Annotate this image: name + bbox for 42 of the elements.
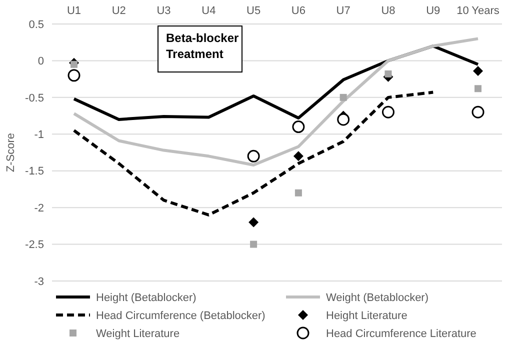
x-tick-label: U4 [202,5,216,17]
x-tick-label: U5 [246,5,261,17]
point [248,217,259,228]
point [293,151,304,162]
legend-label: Height Literature [326,310,408,322]
point [250,240,258,248]
x-tick-label: 10 Years [456,5,500,17]
point [382,106,394,118]
point [292,120,305,134]
point [472,106,484,118]
legend-label: Height (Betablocker) [96,292,196,304]
legend-label: Weight (Betablocker) [326,292,429,304]
y-tick-label: -3 [34,276,44,288]
point [337,113,350,126]
point [68,69,80,82]
y-tick-label: 0 [38,56,44,68]
x-tick-label: U6 [291,5,306,17]
point [247,150,260,162]
point [70,60,78,68]
x-tick-label: U1 [66,5,82,17]
point [340,94,347,101]
point [294,189,302,196]
y-tick-label: 0.5 [28,18,44,31]
legend-label: Head Circumference (Betablocker) [96,310,266,322]
x-tick-label: U8 [381,5,396,17]
y-tick-label: -1.5 [25,166,44,178]
line-series [72,90,435,216]
point [474,85,482,92]
y-axis-title: Z-Score [5,132,17,172]
legend-label: Weight Literature [96,328,180,340]
y-tick-label: -2 [34,202,44,214]
point [384,70,392,78]
legend-label: Head Circumference Literature [326,328,476,340]
x-tick-label: U7 [336,5,350,17]
y-tick-label: -1 [34,128,44,141]
y-tick-label: -0.5 [25,92,44,104]
x-tick-label: U9 [426,5,440,17]
x-tick-label: U2 [112,5,126,17]
x-tick-label: U3 [156,5,171,17]
annotation: Beta-blocker Treatment [166,31,240,61]
point [473,66,483,76]
y-tick-label: -2.5 [25,239,44,252]
